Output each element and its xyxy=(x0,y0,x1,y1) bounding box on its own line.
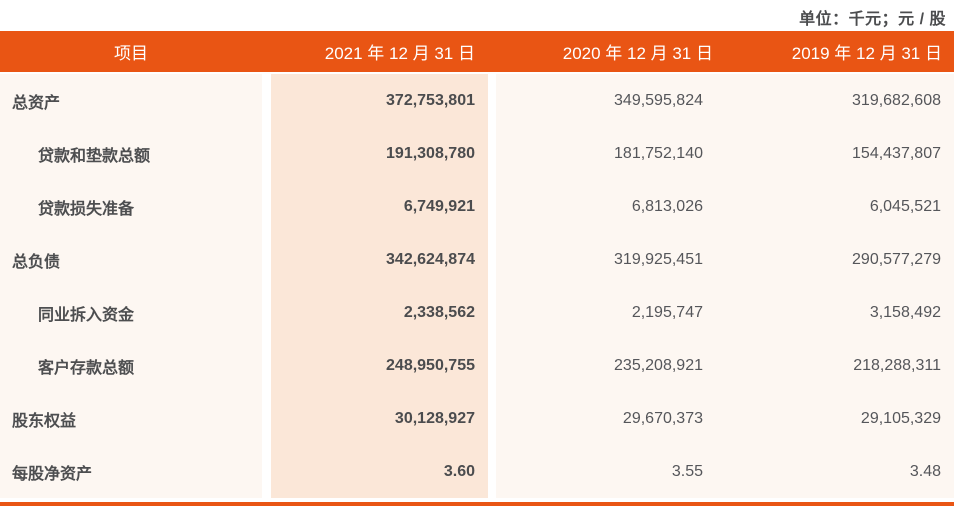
cell-2019-value: 3,158,492 xyxy=(725,286,954,339)
column-gap xyxy=(488,180,496,233)
cell-2020-value: 6,813,026 xyxy=(496,180,725,233)
cell-2019-value: 218,288,311 xyxy=(725,339,954,392)
table-row-loan-loss-provision: 贷款损失准备 6,749,921 6,813,026 6,045,521 xyxy=(0,180,954,233)
row-label: 股东权益 xyxy=(0,392,262,445)
cell-2021-value: 342,624,874 xyxy=(271,233,488,286)
bottom-divider xyxy=(0,502,954,506)
column-gap xyxy=(488,286,496,339)
cell-2019-value: 290,577,279 xyxy=(725,233,954,286)
table-body: 总资产 372,753,801 349,595,824 319,682,608 … xyxy=(0,74,954,498)
row-label: 客户存款总额 xyxy=(0,339,262,392)
cell-2020-value: 235,208,921 xyxy=(496,339,725,392)
cell-2019-value: 29,105,329 xyxy=(725,392,954,445)
header-cell-2020-date: 2020 年 12 月 31 日 xyxy=(562,44,713,63)
column-gap xyxy=(488,74,496,127)
column-gap xyxy=(262,233,271,286)
table-row-net-assets-per-share: 每股净资产 3.60 3.55 3.48 xyxy=(0,445,954,498)
row-label: 贷款损失准备 xyxy=(0,180,262,233)
column-gap xyxy=(488,445,496,498)
column-gap xyxy=(262,74,271,127)
cell-2020-value: 3.55 xyxy=(496,445,725,498)
column-gap xyxy=(262,180,271,233)
cell-2021-value: 6,749,921 xyxy=(271,180,488,233)
cell-2020-value: 181,752,140 xyxy=(496,127,725,180)
cell-2019-value: 3.48 xyxy=(725,445,954,498)
table-row-shareholders-equity: 股东权益 30,128,927 29,670,373 29,105,329 xyxy=(0,392,954,445)
table-header-row: 项目 2021 年 12 月 31 日 2020 年 12 月 31 日 201… xyxy=(0,31,954,72)
row-label: 总资产 xyxy=(0,74,262,127)
cell-2021-value: 2,338,562 xyxy=(271,286,488,339)
row-label: 贷款和垫款总额 xyxy=(0,127,262,180)
table-row-gross-loans: 贷款和垫款总额 191,308,780 181,752,140 154,437,… xyxy=(0,127,954,180)
table-row-total-liabilities: 总负债 342,624,874 319,925,451 290,577,279 xyxy=(0,233,954,286)
cell-2021-value: 30,128,927 xyxy=(271,392,488,445)
cell-2020-value: 319,925,451 xyxy=(496,233,725,286)
column-gap xyxy=(262,127,271,180)
cell-2019-value: 154,437,807 xyxy=(725,127,954,180)
cell-2021-value: 191,308,780 xyxy=(271,127,488,180)
column-gap xyxy=(488,233,496,286)
header-cell-2021-date: 2021 年 12 月 31 日 xyxy=(324,44,475,63)
column-gap xyxy=(262,286,271,339)
cell-2020-value: 29,670,373 xyxy=(496,392,725,445)
cell-2021-value: 248,950,755 xyxy=(271,339,488,392)
header-cell-item: 项目 xyxy=(114,44,148,63)
column-gap xyxy=(262,392,271,445)
table-row-interbank-borrowings: 同业拆入资金 2,338,562 2,195,747 3,158,492 xyxy=(0,286,954,339)
row-label: 每股净资产 xyxy=(0,445,262,498)
column-gap xyxy=(488,339,496,392)
row-label: 总负债 xyxy=(0,233,262,286)
cell-2020-value: 349,595,824 xyxy=(496,74,725,127)
cell-2019-value: 6,045,521 xyxy=(725,180,954,233)
table-row-customer-deposits: 客户存款总额 248,950,755 235,208,921 218,288,3… xyxy=(0,339,954,392)
cell-2021-value: 372,753,801 xyxy=(271,74,488,127)
column-gap xyxy=(262,339,271,392)
cell-2020-value: 2,195,747 xyxy=(496,286,725,339)
cell-2019-value: 319,682,608 xyxy=(725,74,954,127)
row-label: 同业拆入资金 xyxy=(0,286,262,339)
column-gap xyxy=(262,445,271,498)
cell-2021-value: 3.60 xyxy=(271,445,488,498)
unit-label: 单位：千元；元 / 股 xyxy=(799,11,946,28)
header-cell-2019-date: 2019 年 12 月 31 日 xyxy=(791,44,942,63)
financial-highlights-table: 项目 2021 年 12 月 31 日 2020 年 12 月 31 日 201… xyxy=(0,31,954,498)
column-gap xyxy=(488,127,496,180)
column-gap xyxy=(488,392,496,445)
table-row-total-assets: 总资产 372,753,801 349,595,824 319,682,608 xyxy=(0,74,954,127)
